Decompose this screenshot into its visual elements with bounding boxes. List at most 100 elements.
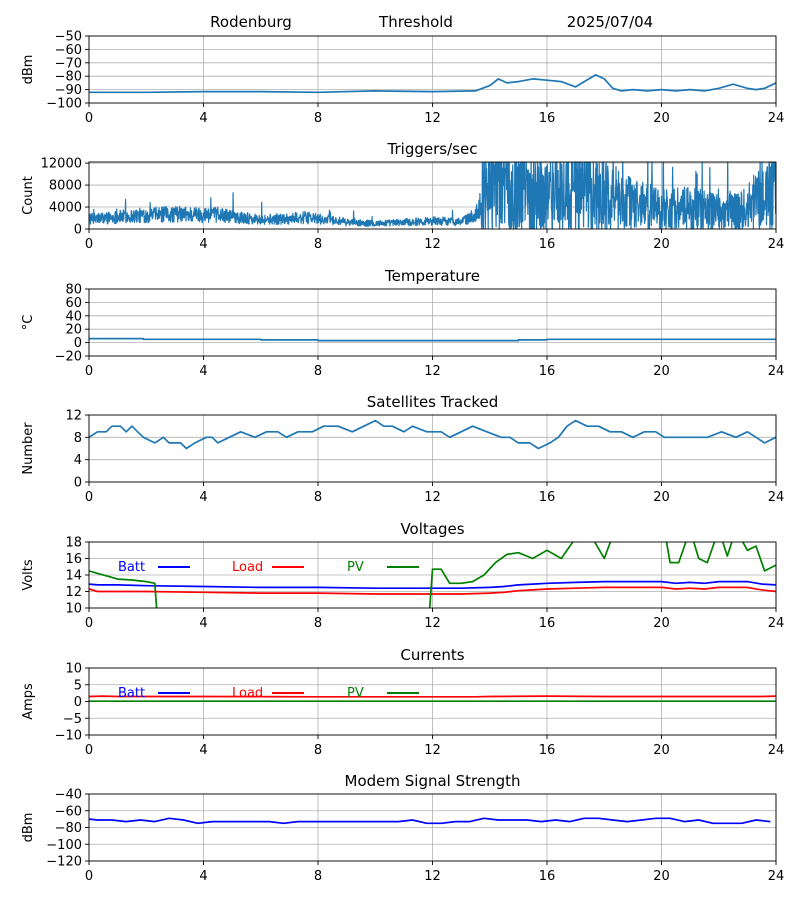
x-tick-label: 12 — [424, 743, 441, 758]
x-tick-label: 12 — [424, 237, 441, 252]
y-tick-label: 12000 — [41, 157, 82, 172]
series-line-batt — [89, 580, 776, 590]
x-tick-label: 12 — [424, 490, 441, 505]
x-tick-label: 24 — [768, 869, 785, 884]
y-tick-label: −5 — [63, 712, 82, 727]
x-tick-label: 16 — [539, 616, 556, 631]
y-tick-label: 4000 — [49, 201, 82, 216]
x-tick-label: 16 — [539, 490, 556, 505]
x-tick-label: 16 — [539, 237, 556, 252]
series-line-pv — [89, 542, 776, 608]
y-tick-label: −60 — [55, 43, 82, 58]
x-tick-label: 8 — [314, 869, 322, 884]
y-tick-label: 14 — [65, 569, 82, 584]
x-tick-label: 24 — [768, 111, 785, 126]
y-axis-label: dBm — [21, 813, 36, 843]
chart-title: Currents — [400, 646, 464, 664]
y-tick-label: 80 — [65, 283, 82, 298]
legend-label-load: Load — [232, 560, 263, 575]
chart-title: Satellites Tracked — [367, 393, 498, 411]
x-tick-label: 0 — [85, 237, 93, 252]
plot-area — [89, 542, 776, 608]
y-tick-label: −20 — [55, 350, 82, 365]
series-line-1 — [89, 162, 776, 229]
y-tick-label: 0 — [74, 336, 82, 351]
y-tick-label: 40 — [65, 309, 82, 324]
x-tick-label: 0 — [85, 490, 93, 505]
x-tick-label: 8 — [314, 237, 322, 252]
y-tick-label: −90 — [55, 83, 82, 98]
legend-label-pv: PV — [347, 686, 364, 701]
y-axis-label: °C — [21, 315, 36, 331]
plot-area — [89, 162, 776, 229]
x-tick-label: 20 — [653, 743, 670, 758]
plot-area — [89, 695, 776, 703]
y-tick-label: −100 — [46, 838, 82, 853]
plot-area — [89, 337, 776, 342]
y-tick-label: 20 — [65, 323, 82, 338]
x-tick-label: 0 — [85, 111, 93, 126]
station-name: Rodenburg — [210, 13, 292, 31]
y-tick-label: −100 — [46, 97, 82, 112]
series-line-1 — [89, 419, 776, 450]
y-tick-label: 5 — [74, 678, 82, 693]
chart-title: Triggers/sec — [387, 140, 478, 158]
y-tick-label: 4 — [74, 453, 82, 468]
x-tick-label: 8 — [314, 616, 322, 631]
legend-label-load: Load — [232, 686, 263, 701]
panel-4: 0 4 8 12 16 20 24 0 4 8 12 Satellites Tracked Number — [21, 393, 784, 505]
x-tick-label: 16 — [539, 743, 556, 758]
x-tick-label: 24 — [768, 490, 785, 505]
legend-label-batt: Batt — [118, 686, 145, 701]
x-tick-label: 24 — [768, 616, 785, 631]
legend-label-pv: PV — [347, 560, 364, 575]
y-tick-label: 12 — [65, 409, 82, 424]
x-tick-label: 0 — [85, 616, 93, 631]
plot-area — [89, 419, 776, 450]
chart-title: Voltages — [400, 520, 464, 538]
x-tick-label: 12 — [424, 111, 441, 126]
y-tick-label: 10 — [65, 662, 82, 677]
x-tick-label: 12 — [424, 364, 441, 379]
y-tick-label: −60 — [55, 804, 82, 819]
x-tick-label: 12 — [424, 616, 441, 631]
x-tick-label: 4 — [199, 869, 207, 884]
x-tick-label: 20 — [653, 237, 670, 252]
x-tick-label: 8 — [314, 111, 322, 126]
plot-area — [89, 74, 776, 94]
series-line-load — [89, 586, 776, 595]
series-line-1 — [89, 337, 776, 342]
legend-label-batt: Batt — [118, 560, 145, 575]
x-tick-label: 20 — [653, 111, 670, 126]
y-tick-label: −40 — [55, 788, 82, 803]
x-tick-label: 4 — [199, 237, 207, 252]
x-tick-label: 8 — [314, 490, 322, 505]
y-axis-label: dBm — [21, 55, 36, 85]
x-tick-label: 0 — [85, 869, 93, 884]
y-tick-label: −120 — [46, 855, 82, 870]
date-label: 2025/07/04 — [567, 13, 653, 31]
chart-title: Temperature — [384, 267, 480, 285]
series-line-1 — [89, 74, 776, 94]
x-tick-label: 4 — [199, 111, 207, 126]
x-tick-label: 0 — [85, 743, 93, 758]
chart-title: Modem Signal Strength — [345, 772, 521, 790]
y-tick-label: 18 — [65, 536, 82, 551]
x-tick-label: 24 — [768, 743, 785, 758]
x-tick-label: 20 — [653, 364, 670, 379]
series-line-1 — [89, 817, 771, 825]
x-tick-label: 0 — [85, 364, 93, 379]
x-tick-label: 4 — [199, 743, 207, 758]
y-tick-label: 8000 — [49, 179, 82, 194]
y-tick-label: −10 — [55, 729, 82, 744]
x-tick-label: 8 — [314, 364, 322, 379]
figure-header: Rodenburg Threshold 2025/07/04 — [210, 13, 653, 31]
y-tick-label: −80 — [55, 70, 82, 85]
y-tick-label: 10 — [65, 602, 82, 617]
y-axis-label: Amps — [21, 683, 36, 720]
y-tick-label: 0 — [74, 223, 82, 238]
plot-area — [89, 817, 771, 825]
